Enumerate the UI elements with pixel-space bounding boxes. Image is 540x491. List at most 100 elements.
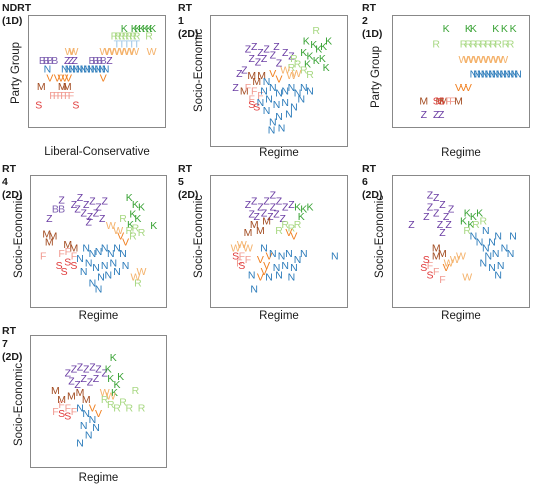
data-point: K xyxy=(306,201,313,213)
data-point: W xyxy=(231,242,241,254)
data-point: R xyxy=(485,38,493,50)
data-point: B xyxy=(96,55,103,67)
data-point: S xyxy=(433,96,440,108)
data-point: N xyxy=(250,283,258,295)
data-point: K xyxy=(146,23,153,35)
data-point: F xyxy=(245,254,251,266)
data-point: F xyxy=(251,85,257,97)
data-point: R xyxy=(125,31,133,43)
data-point: R xyxy=(145,31,153,43)
data-point: V xyxy=(285,227,292,239)
data-point: Z xyxy=(248,208,255,220)
data-point: B xyxy=(52,204,59,216)
data-point: N xyxy=(494,231,502,243)
data-point: K xyxy=(105,364,112,376)
data-point: F xyxy=(71,251,77,263)
data-point: W xyxy=(468,54,478,66)
data-point: W xyxy=(237,239,247,251)
data-point: R xyxy=(494,38,502,50)
data-point: N xyxy=(260,242,268,254)
data-point: R xyxy=(465,38,473,50)
data-point: Z xyxy=(87,211,94,223)
data-point: F xyxy=(65,402,71,414)
data-point: R xyxy=(463,225,471,237)
data-point: R xyxy=(460,38,468,50)
data-point: N xyxy=(494,269,502,281)
panel-title: NDRT (1D) xyxy=(2,2,31,28)
data-point: V xyxy=(290,231,297,243)
y-axis-label: Socio-Economic xyxy=(374,194,386,278)
panel-title-line1: RT 6 xyxy=(362,163,376,188)
data-point: V xyxy=(460,82,467,94)
data-point: K xyxy=(138,201,145,213)
data-point: Z xyxy=(433,109,440,121)
data-point: N xyxy=(44,64,52,76)
data-point: W xyxy=(124,46,134,58)
data-point: R xyxy=(129,231,137,243)
data-point: K xyxy=(306,51,313,63)
data-point: N xyxy=(473,68,481,80)
data-point: N xyxy=(285,109,293,121)
data-point: Z xyxy=(443,211,450,223)
data-point: N xyxy=(485,251,493,263)
data-point: W xyxy=(488,54,498,66)
data-point: R xyxy=(294,219,302,231)
data-point: F xyxy=(40,251,46,263)
data-point: N xyxy=(87,64,95,76)
data-point: Z xyxy=(95,364,102,376)
panel-title: RT 6 (2D) xyxy=(362,163,382,202)
data-point: K xyxy=(467,219,474,231)
data-point: V xyxy=(443,262,450,274)
data-point: Z xyxy=(439,227,446,239)
data-point: Z xyxy=(255,56,262,68)
data-point: K xyxy=(121,23,128,35)
data-point: R xyxy=(114,31,122,43)
data-point: R xyxy=(113,402,121,414)
data-point: Z xyxy=(248,53,255,65)
data-point: V xyxy=(257,272,264,284)
data-point: T xyxy=(128,38,135,50)
y-axis-label: Socio-Economic xyxy=(13,194,25,278)
data-point: K xyxy=(325,35,332,47)
data-point: N xyxy=(298,93,306,105)
data-point: K xyxy=(127,219,134,231)
data-point: N xyxy=(83,64,91,76)
data-point: Z xyxy=(77,192,84,204)
data-point: W xyxy=(456,251,466,263)
data-point: W xyxy=(463,54,473,66)
data-point: Z xyxy=(261,207,268,219)
data-point: N xyxy=(507,68,515,80)
data-point: R xyxy=(107,399,115,411)
data-point: Z xyxy=(276,196,283,208)
data-point: W xyxy=(459,54,469,66)
data-point: M xyxy=(256,225,265,237)
data-point: N xyxy=(481,68,489,80)
data-point: K xyxy=(470,23,477,35)
data-point: K xyxy=(304,59,311,71)
data-point: N xyxy=(290,102,298,114)
data-point: N xyxy=(65,64,73,76)
data-point: W xyxy=(129,46,139,58)
data-point: W xyxy=(462,272,472,284)
data-point: W xyxy=(147,46,157,58)
data-point: V xyxy=(54,72,61,84)
data-point: K xyxy=(460,215,467,227)
data-point: K xyxy=(313,55,320,67)
data-point: K xyxy=(126,192,133,204)
data-point: Z xyxy=(65,367,72,379)
data-point: K xyxy=(117,371,124,383)
data-point: Z xyxy=(58,194,65,206)
data-point: N xyxy=(263,76,271,88)
data-point: M xyxy=(262,215,271,227)
data-point: N xyxy=(509,231,517,243)
data-point: R xyxy=(480,38,488,50)
data-point: Z xyxy=(85,217,92,229)
data-point: Z xyxy=(270,201,277,213)
x-axis-label: Regime xyxy=(259,310,299,322)
data-point: K xyxy=(111,387,118,399)
data-point: K xyxy=(319,53,326,65)
